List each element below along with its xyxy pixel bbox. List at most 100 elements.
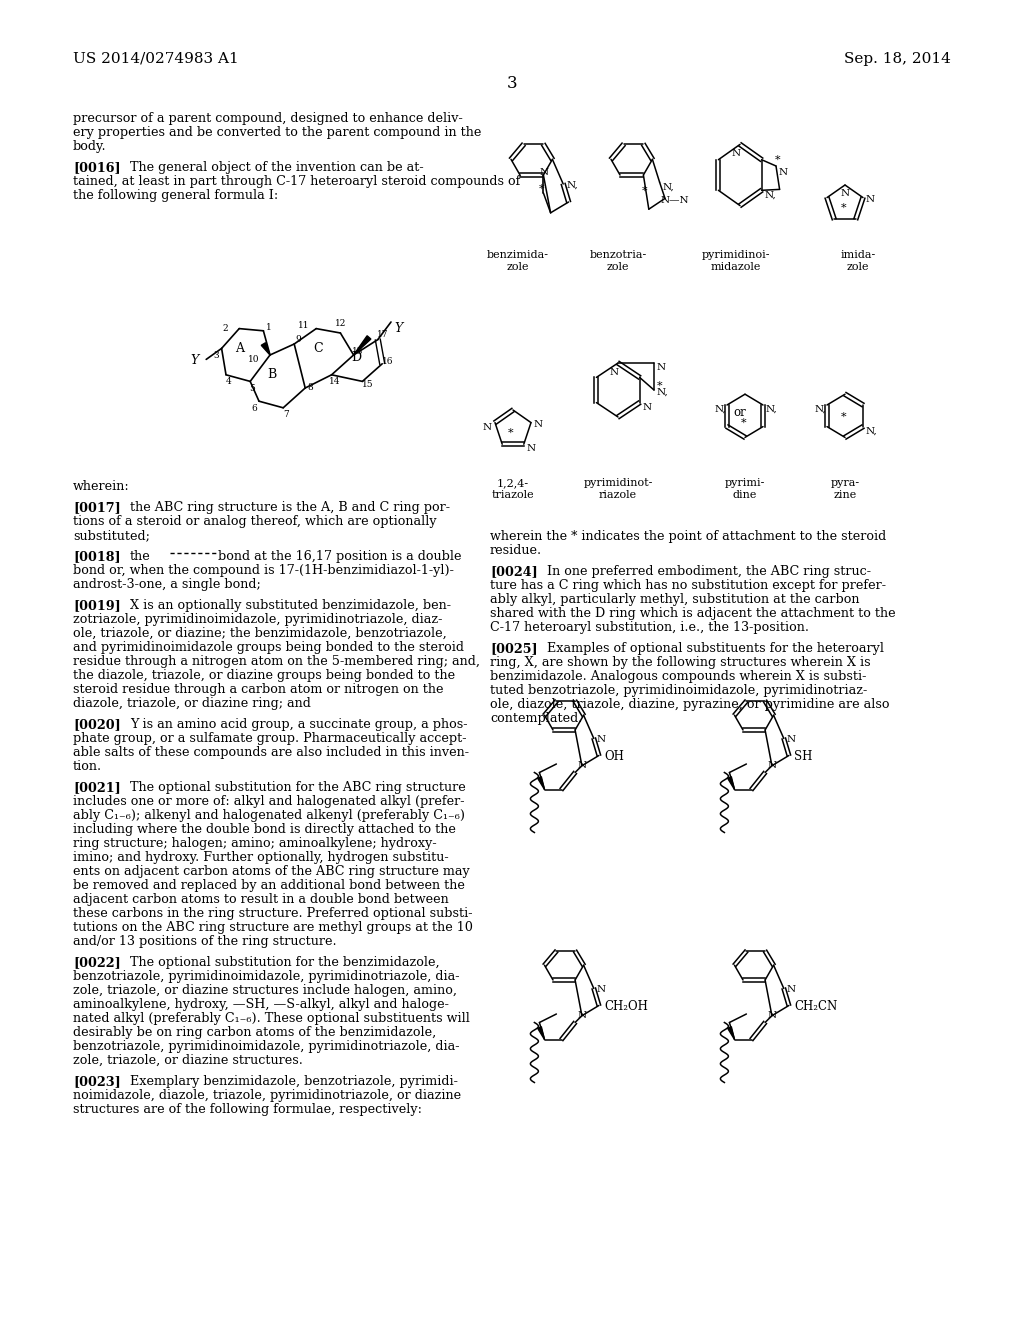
Text: N,: N, xyxy=(765,190,776,199)
Text: 7: 7 xyxy=(284,411,289,420)
Polygon shape xyxy=(728,1027,734,1040)
Text: C: C xyxy=(313,342,324,355)
Text: N,: N, xyxy=(657,388,669,397)
Text: *: * xyxy=(642,186,647,195)
Text: structures are of the following formulae, respectively:: structures are of the following formulae… xyxy=(73,1104,422,1115)
Text: shared with the D ring which is adjacent the attachment to the: shared with the D ring which is adjacent… xyxy=(490,607,896,620)
Text: residue through a nitrogen atom on the 5-membered ring; and,: residue through a nitrogen atom on the 5… xyxy=(73,655,480,668)
Text: wherein:: wherein: xyxy=(73,480,130,492)
Text: 6: 6 xyxy=(251,404,257,413)
Text: N: N xyxy=(779,168,788,177)
Text: N,: N, xyxy=(866,426,878,436)
Text: N: N xyxy=(866,194,876,203)
Text: 13: 13 xyxy=(352,347,364,356)
Polygon shape xyxy=(353,335,371,355)
Text: 11: 11 xyxy=(298,321,310,330)
Text: N,: N, xyxy=(766,405,778,414)
Text: zine: zine xyxy=(834,490,857,500)
Text: 5: 5 xyxy=(249,384,255,393)
Text: *: * xyxy=(741,418,746,428)
Text: 9: 9 xyxy=(295,334,301,343)
Text: the ABC ring structure is the A, B and C ring por-: the ABC ring structure is the A, B and C… xyxy=(130,502,450,513)
Text: N: N xyxy=(597,735,606,744)
Text: *: * xyxy=(775,154,780,165)
Text: zole: zole xyxy=(507,261,529,272)
Text: Y is an amino acid group, a succinate group, a phos-: Y is an amino acid group, a succinate gr… xyxy=(130,718,468,731)
Text: 10: 10 xyxy=(248,355,260,364)
Text: N: N xyxy=(786,986,796,994)
Text: CH₂CN: CH₂CN xyxy=(794,1001,838,1014)
Text: ery properties and be converted to the parent compound in the: ery properties and be converted to the p… xyxy=(73,125,481,139)
Text: wherein the * indicates the point of attachment to the steroid: wherein the * indicates the point of att… xyxy=(490,531,886,543)
Text: N: N xyxy=(786,735,796,744)
Text: zotriazole, pyrimidinoimidazole, pyrimidinotriazole, diaz-: zotriazole, pyrimidinoimidazole, pyrimid… xyxy=(73,612,442,626)
Text: [0019]: [0019] xyxy=(73,599,121,612)
Text: N,: N, xyxy=(663,182,675,191)
Text: The optional substitution for the ABC ring structure: The optional substitution for the ABC ri… xyxy=(130,781,466,795)
Text: ably alkyl, particularly methyl, substitution at the carbon: ably alkyl, particularly methyl, substit… xyxy=(490,593,859,606)
Text: bond or, when the compound is 17-(1H-benzimidiazol-1-yl)-: bond or, when the compound is 17-(1H-ben… xyxy=(73,564,454,577)
Text: [0024]: [0024] xyxy=(490,565,538,578)
Text: N: N xyxy=(597,986,606,994)
Text: be removed and replaced by an additional bond between the: be removed and replaced by an additional… xyxy=(73,879,465,892)
Text: bond at the 16,17 position is a double: bond at the 16,17 position is a double xyxy=(218,550,462,564)
Text: *: * xyxy=(841,412,847,422)
Text: or: or xyxy=(733,407,746,420)
Text: N,: N, xyxy=(715,405,727,414)
Polygon shape xyxy=(538,776,545,789)
Text: N: N xyxy=(768,760,777,770)
Text: The optional substitution for the benzimidazole,: The optional substitution for the benzim… xyxy=(130,956,439,969)
Text: N—N: N—N xyxy=(660,197,689,205)
Text: including where the double bond is directly attached to the: including where the double bond is direc… xyxy=(73,822,456,836)
Text: steroid residue through a carbon atom or nitrogen on the: steroid residue through a carbon atom or… xyxy=(73,682,443,696)
Text: the: the xyxy=(130,550,151,564)
Text: zole: zole xyxy=(847,261,869,272)
Text: ture has a C ring which has no substitution except for prefer-: ture has a C ring which has no substitut… xyxy=(490,579,886,591)
Text: nated alkyl (preferably C₁₋₆). These optional substituents will: nated alkyl (preferably C₁₋₆). These opt… xyxy=(73,1012,470,1026)
Text: these carbons in the ring structure. Preferred optional substi-: these carbons in the ring structure. Pre… xyxy=(73,907,472,920)
Text: 3: 3 xyxy=(214,351,219,360)
Text: pyrimidinot-: pyrimidinot- xyxy=(584,478,652,488)
Polygon shape xyxy=(261,343,270,355)
Text: the diazole, triazole, or diazine groups being bonded to the: the diazole, triazole, or diazine groups… xyxy=(73,669,455,682)
Text: D: D xyxy=(351,351,361,364)
Text: X is an optionally substituted benzimidazole, ben-: X is an optionally substituted benzimida… xyxy=(130,599,451,612)
Text: zole: zole xyxy=(607,261,630,272)
Text: tutions on the ABC ring structure are methyl groups at the 10: tutions on the ABC ring structure are me… xyxy=(73,921,473,935)
Text: [0018]: [0018] xyxy=(73,550,121,564)
Text: ably C₁₋₆); alkenyl and halogenated alkenyl (preferably C₁₋₆): ably C₁₋₆); alkenyl and halogenated alke… xyxy=(73,809,465,822)
Text: N: N xyxy=(731,149,740,158)
Text: ents on adjacent carbon atoms of the ABC ring structure may: ents on adjacent carbon atoms of the ABC… xyxy=(73,865,470,878)
Text: [0025]: [0025] xyxy=(490,642,538,655)
Text: diazole, triazole, or diazine ring; and: diazole, triazole, or diazine ring; and xyxy=(73,697,311,710)
Text: Examples of optional substituents for the heteroaryl: Examples of optional substituents for th… xyxy=(547,642,884,655)
Text: [0017]: [0017] xyxy=(73,502,121,513)
Text: N: N xyxy=(578,1011,587,1020)
Text: B: B xyxy=(267,368,276,381)
Text: zole, triazole, or diazine structures include halogen, amino,: zole, triazole, or diazine structures in… xyxy=(73,983,457,997)
Text: SH: SH xyxy=(794,751,812,763)
Text: aminoalkylene, hydroxy, —SH, —S-alkyl, alkyl and haloge-: aminoalkylene, hydroxy, —SH, —S-alkyl, a… xyxy=(73,998,449,1011)
Text: substituted;: substituted; xyxy=(73,529,150,543)
Text: 4: 4 xyxy=(226,378,231,387)
Text: zole, triazole, or diazine structures.: zole, triazole, or diazine structures. xyxy=(73,1053,303,1067)
Text: *: * xyxy=(539,183,544,194)
Text: [0016]: [0016] xyxy=(73,161,121,174)
Text: able salts of these compounds are also included in this inven-: able salts of these compounds are also i… xyxy=(73,746,469,759)
Text: dine: dine xyxy=(733,490,757,500)
Text: N: N xyxy=(526,445,536,453)
Text: ole, triazole, or diazine; the benzimidazole, benzotriazole,: ole, triazole, or diazine; the benzimida… xyxy=(73,627,446,640)
Text: benzotriazole, pyrimidinoimidazole, pyrimidinotriazole, dia-: benzotriazole, pyrimidinoimidazole, pyri… xyxy=(73,1040,460,1053)
Text: 14: 14 xyxy=(329,378,340,387)
Text: In one preferred embodiment, the ABC ring struc-: In one preferred embodiment, the ABC rin… xyxy=(547,565,871,578)
Text: [0023]: [0023] xyxy=(73,1074,121,1088)
Text: *: * xyxy=(841,203,847,213)
Text: 1,2,4-: 1,2,4- xyxy=(497,478,529,488)
Text: imida-: imida- xyxy=(841,249,876,260)
Text: and pyrimidinoimidazole groups being bonded to the steroid: and pyrimidinoimidazole groups being bon… xyxy=(73,642,464,653)
Text: N: N xyxy=(534,420,543,429)
Text: N: N xyxy=(768,1011,777,1020)
Text: ring, X, are shown by the following structures wherein X is: ring, X, are shown by the following stru… xyxy=(490,656,870,669)
Polygon shape xyxy=(728,776,734,789)
Text: precursor of a parent compound, designed to enhance deliv-: precursor of a parent compound, designed… xyxy=(73,112,463,125)
